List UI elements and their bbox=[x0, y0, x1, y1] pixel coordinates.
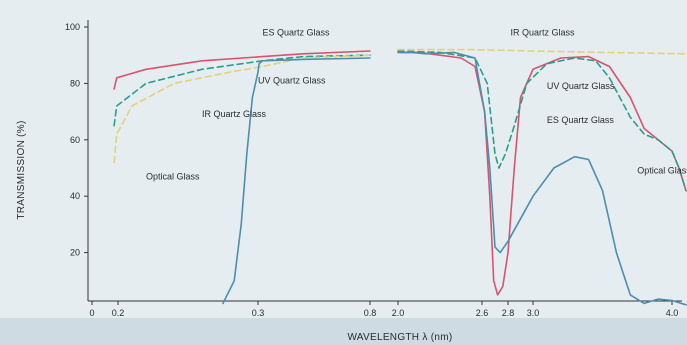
annotation-label-1: UV Quartz Glass bbox=[258, 75, 326, 85]
annotation-label-0: ES Quartz Glass bbox=[262, 27, 330, 37]
annotations: ES Quartz Glass UV Quartz Glass IR Quartz … bbox=[146, 27, 687, 181]
series-line-optical-glass-2 bbox=[397, 51, 687, 306]
x-ticks: 0 0.2 0.3 0.8 2.0 2.6 2.8 3.0 4.0 bbox=[89, 301, 678, 318]
series-line-es-quartz-glass-2 bbox=[397, 51, 687, 296]
x-tick-label-6: 2.8 bbox=[502, 308, 515, 318]
plot-area-background bbox=[0, 0, 687, 320]
y-tick-label-4: 100 bbox=[65, 22, 80, 32]
x-tick-label-0: 0 bbox=[89, 308, 94, 318]
x-axis-title: WAVELENGTH λ (nm) bbox=[347, 332, 452, 343]
x-tick-label-2: 0.3 bbox=[252, 308, 265, 318]
annotation-label-4: IR Quartz Glass bbox=[511, 27, 576, 37]
x-tick-label-5: 2.6 bbox=[476, 308, 489, 318]
y-axis-title: TRANSMISSION (%) bbox=[16, 120, 27, 219]
x-tick-label-4: 2.0 bbox=[392, 308, 405, 318]
axis-band bbox=[0, 318, 687, 345]
series bbox=[113, 48, 687, 306]
annotation-label-2: IR Quartz Glass bbox=[202, 109, 267, 119]
y-ticks: 20 40 60 80 100 bbox=[65, 22, 88, 258]
series-line-optical-glass-1 bbox=[222, 57, 371, 305]
x-tick-label-7: 3.0 bbox=[527, 308, 540, 318]
y-tick-label-3: 80 bbox=[70, 78, 80, 88]
y-tick-label-0: 20 bbox=[70, 248, 80, 258]
series-line-ir-quartz-glass-2 bbox=[397, 48, 687, 55]
series-line-uv-quartz-glass-2 bbox=[397, 50, 687, 192]
y-tick-label-1: 40 bbox=[70, 191, 80, 201]
y-tick-label-2: 60 bbox=[70, 135, 80, 145]
series-line-es-quartz-glass-1 bbox=[113, 50, 371, 90]
x-tick-label-8: 4.0 bbox=[666, 308, 679, 318]
annotation-label-5: UV Quartz Glass bbox=[547, 81, 615, 91]
annotation-label-6: ES Quartz Glass bbox=[547, 115, 615, 125]
x-tick-label-1: 0.2 bbox=[112, 308, 125, 318]
axes bbox=[87, 20, 682, 302]
x-tick-label-3: 0.8 bbox=[364, 308, 377, 318]
annotation-label-3: Optical Glass bbox=[146, 171, 200, 181]
series-line-uv-quartz-glass-1 bbox=[113, 54, 371, 127]
annotation-label-7: Optical Glass bbox=[637, 166, 687, 176]
